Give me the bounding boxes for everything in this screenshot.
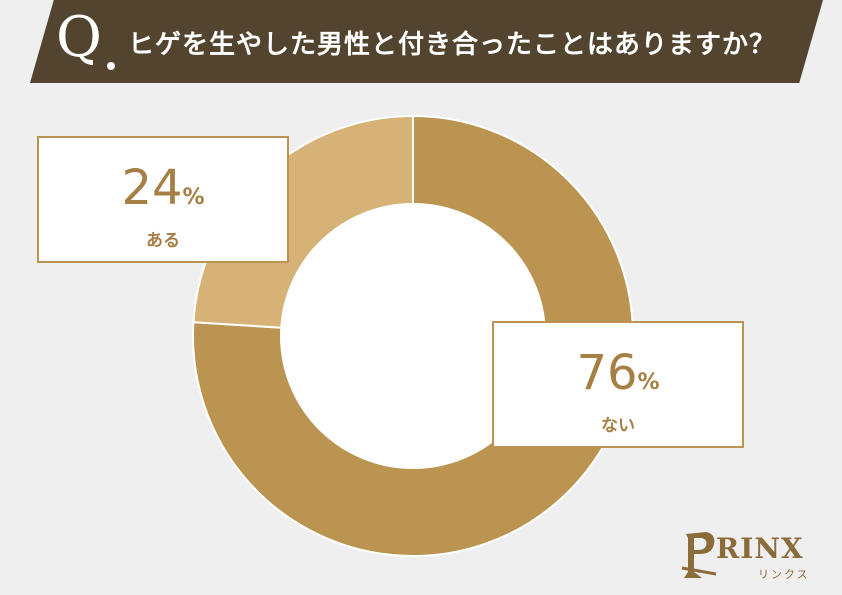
- category-label-no: ない: [601, 416, 635, 436]
- pct-no-sign: %: [637, 370, 660, 395]
- q-letter: Q: [56, 5, 102, 70]
- label-box-no: 76% ない: [492, 321, 744, 448]
- q-dot: [107, 62, 115, 70]
- logo-subtext: リンクス: [758, 568, 810, 581]
- label-box-yes: 24% ある: [37, 136, 289, 263]
- rinx-logo: RINX リンクス: [680, 528, 820, 583]
- pct-yes-sign: %: [182, 185, 205, 210]
- logo-text: RINX: [716, 532, 804, 565]
- question-text: ヒゲを生やした男性と付き合ったことはありますか？: [128, 30, 777, 60]
- pct-yes-number: 24: [121, 160, 183, 216]
- category-label-yes: ある: [146, 231, 180, 251]
- logo-mark-icon: [681, 532, 717, 578]
- pct-no-number: 76: [576, 345, 638, 401]
- pct-no: 76%: [494, 349, 742, 397]
- question-banner: [30, 0, 823, 83]
- donut-hole: [280, 203, 546, 469]
- pct-yes: 24%: [39, 164, 287, 212]
